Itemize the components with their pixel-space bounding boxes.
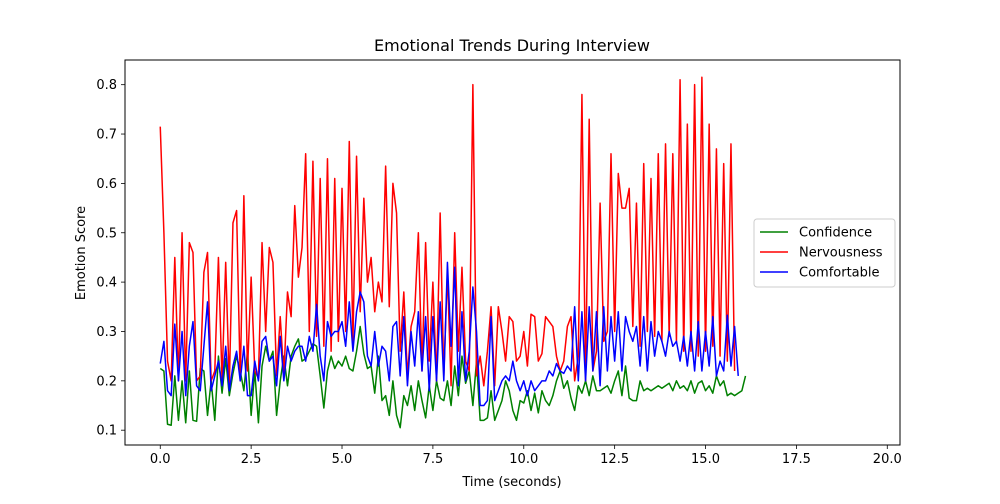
y-tick-label: 0.6 xyxy=(96,177,117,192)
y-axis: 0.1 0.2 0.3 0.4 0.5 0.6 0.7 0.8 xyxy=(96,78,125,439)
legend-label-confidence: Confidence xyxy=(799,226,872,241)
legend: Confidence Nervousness Comfortable xyxy=(753,218,896,288)
x-tick-label: 2.5 xyxy=(241,452,262,467)
y-tick-label: 0.7 xyxy=(96,128,117,143)
x-tick-label: 12.5 xyxy=(600,452,629,467)
y-tick-label: 0.2 xyxy=(96,374,117,389)
x-tick-label: 15.0 xyxy=(691,452,720,467)
legend-label-comfortable: Comfortable xyxy=(799,266,880,281)
x-axis-label: Time (seconds) xyxy=(461,475,561,490)
legend-frame xyxy=(753,218,896,288)
y-tick-label: 0.5 xyxy=(96,226,117,241)
plot-frame xyxy=(124,59,901,446)
x-tick-label: 0.0 xyxy=(150,452,171,467)
x-axis: 0.0 2.5 5.0 7.5 10.0 12.5 15.0 17.5 20.0 xyxy=(150,445,902,467)
y-tick-label: 0.1 xyxy=(96,424,117,439)
series-layer xyxy=(159,76,747,429)
x-tick-label: 17.5 xyxy=(782,452,811,467)
series-line-confidence xyxy=(159,325,747,429)
y-axis-label: Emotion Score xyxy=(74,206,89,300)
x-tick-label: 10.0 xyxy=(509,452,538,467)
y-tick-label: 0.8 xyxy=(96,78,117,93)
chart-title: Emotional Trends During Interview xyxy=(374,36,650,55)
series-line-nervousness xyxy=(159,76,736,387)
y-tick-label: 0.3 xyxy=(96,325,117,340)
series-line-comfortable xyxy=(159,261,739,407)
plot-area xyxy=(124,59,901,446)
legend-label-nervousness: Nervousness xyxy=(799,246,883,261)
x-tick-label: 5.0 xyxy=(332,452,353,467)
x-tick-label: 7.5 xyxy=(423,452,444,467)
y-tick-label: 0.4 xyxy=(96,276,117,291)
x-tick-label: 20.0 xyxy=(873,452,902,467)
